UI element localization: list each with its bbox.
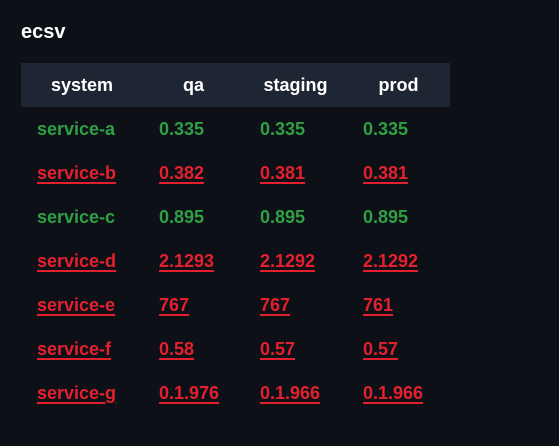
table-row: service-d 2.1293 2.1292 2.1292 bbox=[21, 239, 450, 283]
service-name-link[interactable]: service-f bbox=[37, 338, 112, 359]
staging-version-cell: 767 bbox=[244, 283, 347, 327]
staging-version: 0.335 bbox=[260, 118, 306, 139]
service-name-link[interactable]: service-b bbox=[37, 162, 117, 183]
prod-version-cell: 0.57 bbox=[347, 327, 450, 371]
page-title: ecsv bbox=[21, 21, 66, 43]
prod-version: 0.895 bbox=[363, 206, 409, 227]
table-row: service-f 0.58 0.57 0.57 bbox=[21, 327, 450, 371]
table-header: system qa staging prod bbox=[21, 63, 450, 107]
header-row: system qa staging prod bbox=[21, 63, 450, 107]
qa-version-cell: 2.1293 bbox=[143, 239, 244, 283]
table-row: service-g 0.1.976 0.1.966 0.1.966 bbox=[21, 371, 450, 415]
prod-version-link[interactable]: 2.1292 bbox=[363, 250, 419, 271]
prod-version-cell: 0.381 bbox=[347, 151, 450, 195]
column-header-prod: prod bbox=[378, 74, 419, 95]
qa-version-cell: 0.382 bbox=[143, 151, 244, 195]
staging-version-cell: 0.1.966 bbox=[244, 371, 347, 415]
qa-version: 0.335 bbox=[159, 118, 205, 139]
prod-version-link[interactable]: 0.1.966 bbox=[363, 382, 424, 403]
qa-version: 0.895 bbox=[159, 206, 205, 227]
service-name-cell: service-d bbox=[21, 239, 143, 283]
prod-version-link[interactable]: 761 bbox=[363, 294, 394, 315]
table-row: service-e 767 767 761 bbox=[21, 283, 450, 327]
prod-version-link[interactable]: 0.381 bbox=[363, 162, 409, 183]
service-name-link[interactable]: service-g bbox=[37, 382, 117, 403]
qa-version-link[interactable]: 0.382 bbox=[159, 162, 205, 183]
staging-version-link[interactable]: 0.381 bbox=[260, 162, 306, 183]
staging-version-link[interactable]: 2.1292 bbox=[260, 250, 316, 271]
qa-version-cell: 0.895 bbox=[143, 195, 244, 239]
staging-version-cell: 0.381 bbox=[244, 151, 347, 195]
qa-version-cell: 0.58 bbox=[143, 327, 244, 371]
qa-version-link[interactable]: 0.58 bbox=[159, 338, 195, 359]
staging-version: 0.895 bbox=[260, 206, 306, 227]
prod-version-cell: 761 bbox=[347, 283, 450, 327]
table-row: service-b 0.382 0.381 0.381 bbox=[21, 151, 450, 195]
staging-version-link[interactable]: 0.57 bbox=[260, 338, 296, 359]
service-name: service-a bbox=[37, 118, 116, 139]
service-name-cell: service-a bbox=[21, 107, 143, 151]
qa-version-cell: 767 bbox=[143, 283, 244, 327]
service-name: service-c bbox=[37, 206, 116, 227]
staging-version-cell: 0.335 bbox=[244, 107, 347, 151]
service-name-cell: service-g bbox=[21, 371, 143, 415]
table-row: service-a 0.335 0.335 0.335 bbox=[21, 107, 450, 151]
staging-version-cell: 0.57 bbox=[244, 327, 347, 371]
prod-version-cell: 0.335 bbox=[347, 107, 450, 151]
qa-version-cell: 0.1.976 bbox=[143, 371, 244, 415]
qa-version-cell: 0.335 bbox=[143, 107, 244, 151]
qa-version-link[interactable]: 0.1.976 bbox=[159, 382, 220, 403]
prod-version-cell: 2.1292 bbox=[347, 239, 450, 283]
qa-version-link[interactable]: 767 bbox=[159, 294, 190, 315]
service-name-cell: service-e bbox=[21, 283, 143, 327]
column-header-staging: staging bbox=[263, 74, 328, 95]
service-name-cell: service-b bbox=[21, 151, 143, 195]
service-name-cell: service-c bbox=[21, 195, 143, 239]
prod-version-cell: 0.895 bbox=[347, 195, 450, 239]
service-name-link[interactable]: service-e bbox=[37, 294, 116, 315]
prod-version: 0.335 bbox=[363, 118, 409, 139]
prod-version-cell: 0.1.966 bbox=[347, 371, 450, 415]
prod-version-link[interactable]: 0.57 bbox=[363, 338, 399, 359]
staging-version-cell: 2.1292 bbox=[244, 239, 347, 283]
service-name-cell: service-f bbox=[21, 327, 143, 371]
staging-version-link[interactable]: 767 bbox=[260, 294, 291, 315]
table-row: service-c 0.895 0.895 0.895 bbox=[21, 195, 450, 239]
qa-version-link[interactable]: 2.1293 bbox=[159, 250, 215, 271]
column-header-system: system bbox=[50, 74, 114, 95]
service-name-link[interactable]: service-d bbox=[37, 250, 117, 271]
versions-table: system qa staging prod service-a 0.335 0.3… bbox=[21, 63, 450, 415]
staging-version-cell: 0.895 bbox=[244, 195, 347, 239]
staging-version-link[interactable]: 0.1.966 bbox=[260, 382, 321, 403]
column-header-qa: qa bbox=[182, 74, 204, 95]
table-body: service-a 0.335 0.335 0.335 service-b 0.382 0.… bbox=[21, 107, 450, 415]
